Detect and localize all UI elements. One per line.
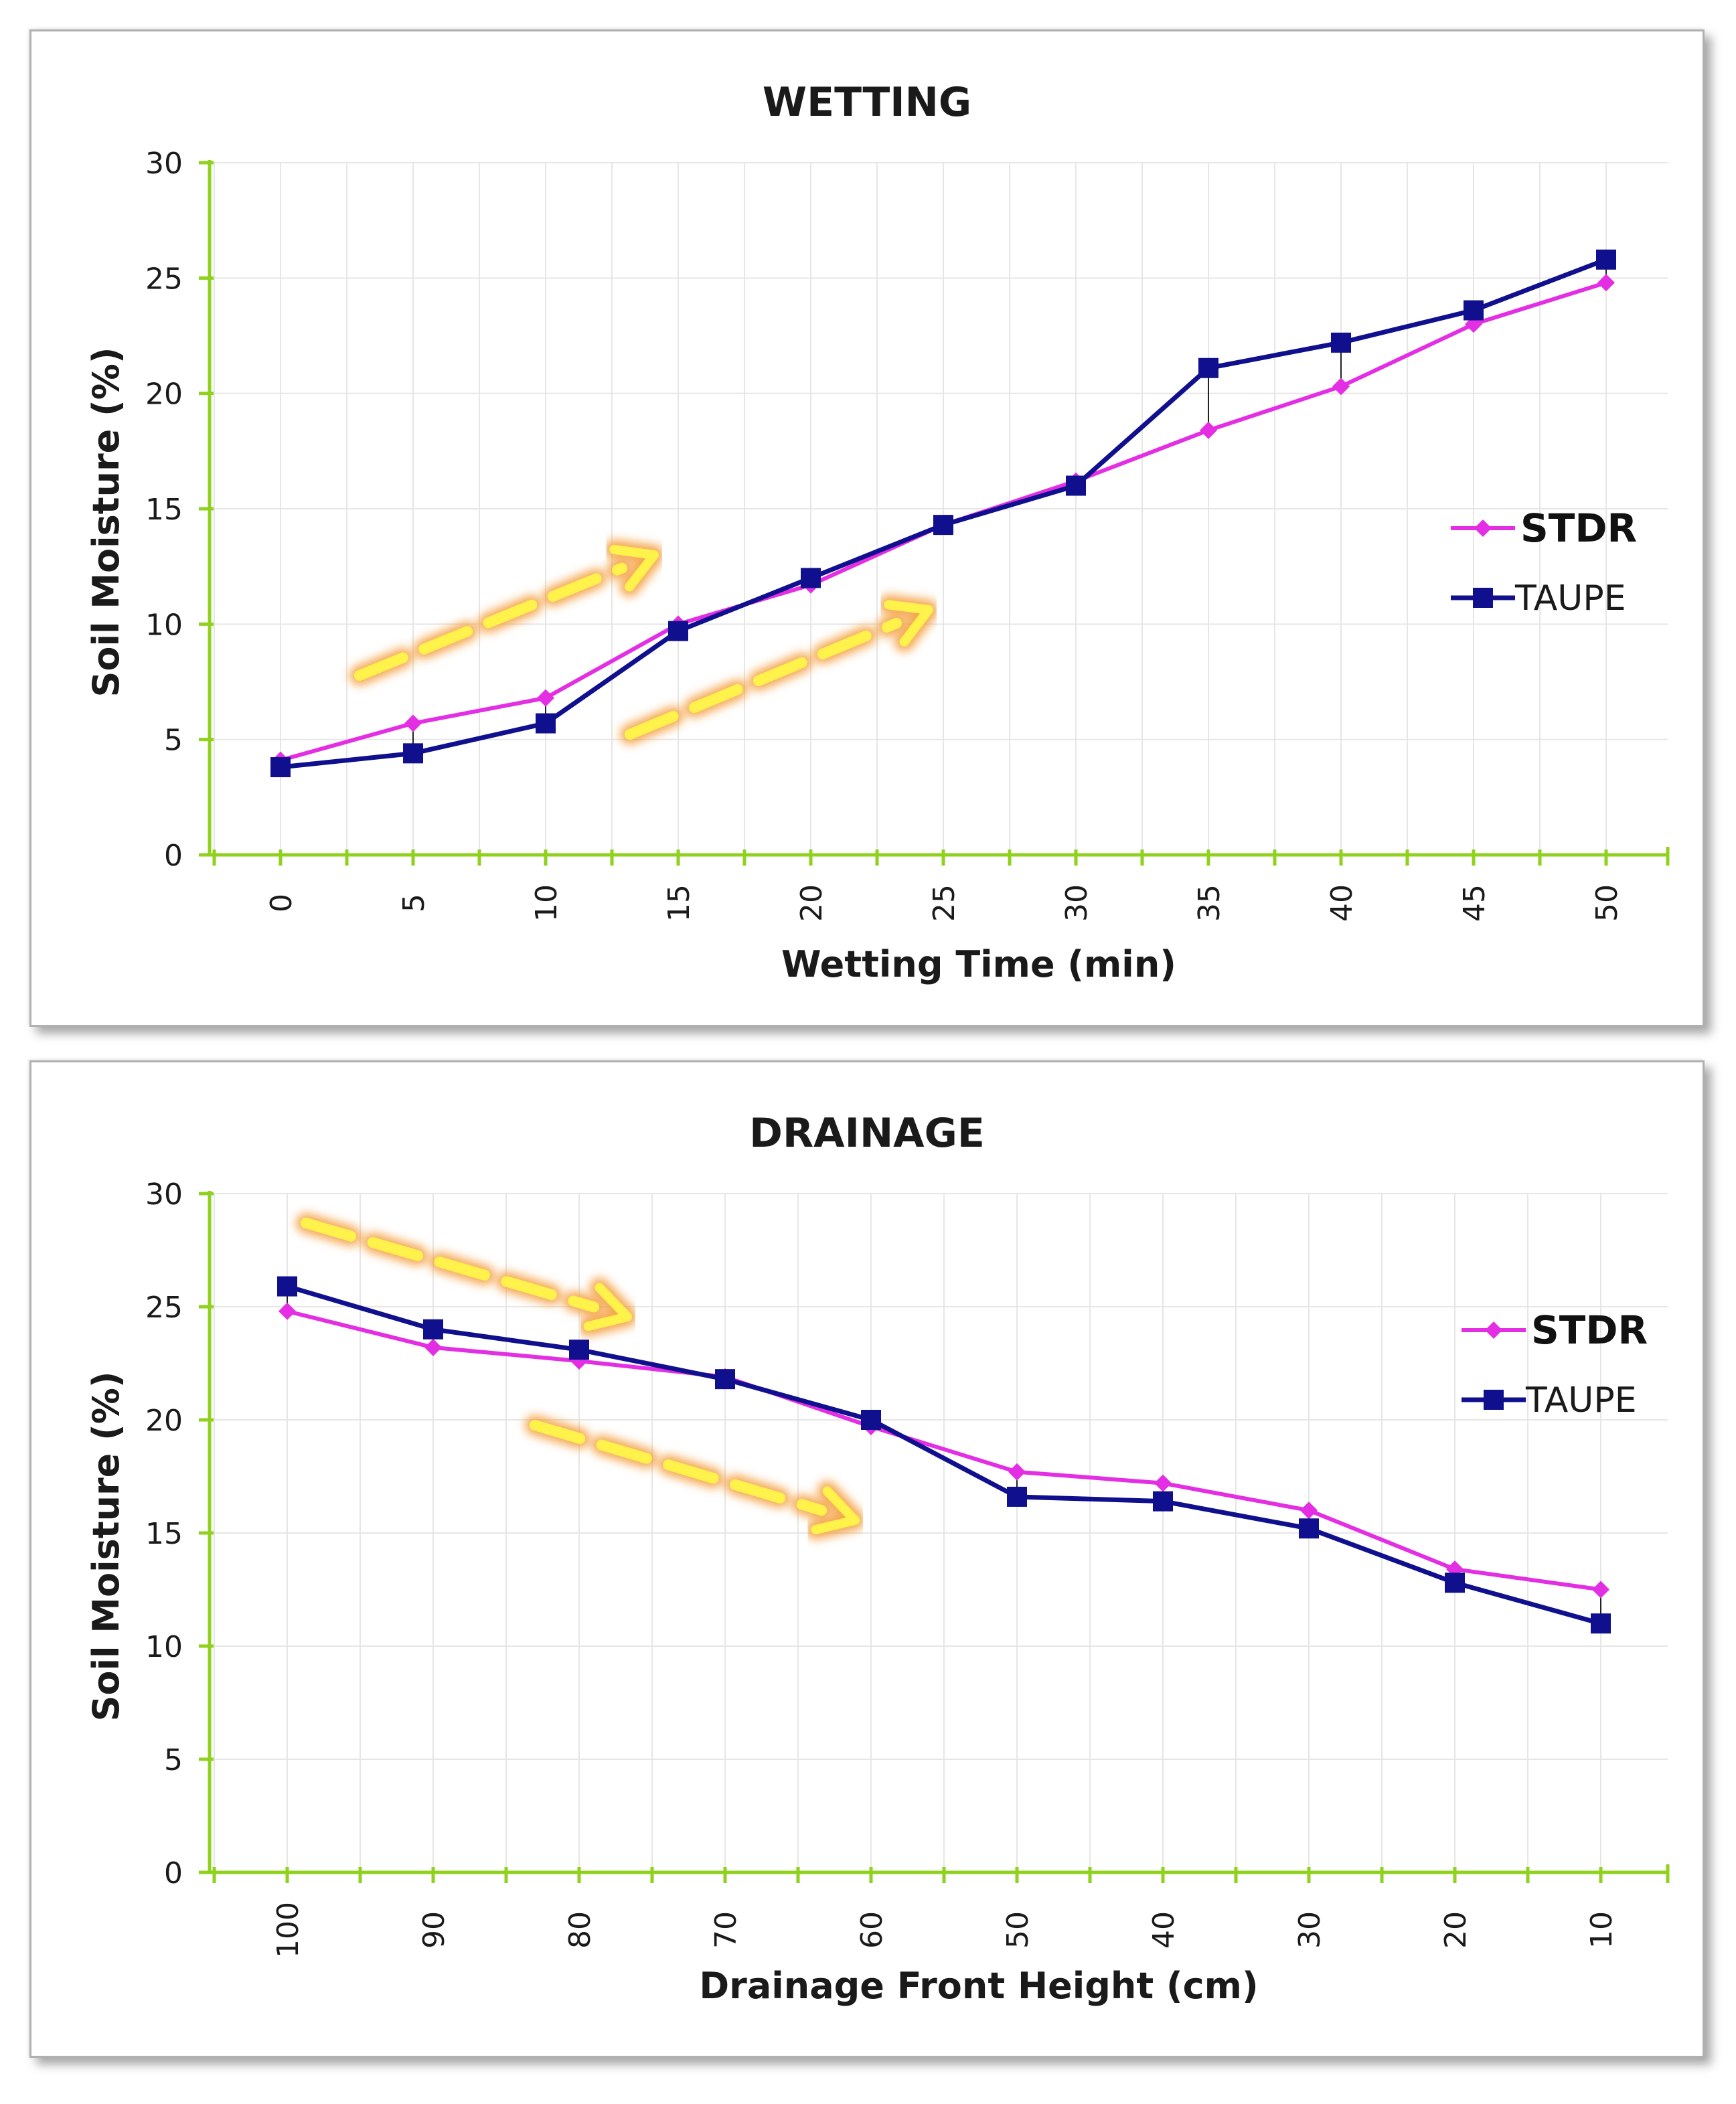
legend: STDR TAUPE [1451,505,1637,619]
x-tick-label: 35 [1192,884,1227,922]
x-tick-label: 10 [1585,1911,1619,1949]
x-tick-label: 30 [1060,884,1094,922]
data-point-taupe [715,1369,735,1390]
y-tick-label: 0 [164,1856,183,1890]
legend-label-taupe: TAUPE [1525,1380,1637,1421]
data-point-taupe [1464,300,1484,321]
grid [210,162,1668,855]
data-point-taupe [1198,357,1218,378]
data-point-taupe [1331,332,1351,353]
legend-marker-taupe [1484,1390,1504,1410]
y-tick-label: 30 [145,147,183,181]
y-tick-label: 25 [145,262,183,296]
grid [210,1193,1668,1872]
data-point-stdr [1332,378,1350,396]
data-point-stdr [1300,1502,1318,1520]
data-point-taupe [1066,475,1086,496]
y-tick-label: 25 [145,1291,183,1325]
x-tick-label: 30 [1293,1911,1327,1949]
wetting-chart-panel: 0 5 10 15 20 25 30 0 5 10 15 20 25 30 35 40 45 50 WETTING W… [29,29,1705,1027]
chart-title: WETTING [763,79,971,126]
series-line-stdr [287,1309,1601,1592]
trend-arrow-icon [525,1415,865,1540]
data-point-stdr [537,689,554,707]
wetting-chart: 0 5 10 15 20 25 30 0 5 10 15 20 25 30 35 40 45 50 WETTING W… [85,79,1670,985]
data-point-taupe [536,713,556,734]
x-axis-label: Drainage Front Height (cm) [699,1965,1258,2007]
y-tick-label: 5 [164,724,183,758]
x-tick-label: 25 [927,884,961,922]
y-tick-label: 20 [145,1404,183,1438]
legend: STDR TAUPE [1462,1307,1648,1421]
data-point-taupe [569,1340,589,1360]
data-point-taupe [403,743,423,764]
x-axis-label: Wetting Time (min) [781,943,1176,985]
series-line-taupe [287,1284,1601,1626]
data-point-stdr [1200,421,1217,439]
data-point-taupe [1445,1572,1465,1593]
x-tick-label: 100 [271,1902,305,1958]
x-tick-label: 20 [795,884,829,922]
legend-marker-stdr [1485,1321,1502,1339]
data-point-taupe [1007,1486,1027,1507]
y-axis-label: Soil Moisture (%) [85,1371,127,1721]
data-point-stdr [1597,274,1615,292]
x-tick-label: 50 [1590,884,1624,922]
data-point-stdr [424,1338,442,1356]
y-tick-label: 15 [145,493,183,527]
data-point-taupe [423,1319,443,1340]
y-tick-label: 0 [164,839,183,873]
data-point-taupe [933,515,953,536]
drainage-chart-panel: 0 5 10 15 20 25 30 100 90 80 70 60 50 40 30 20 10 DRAINAG… [29,1060,1705,2058]
chart-title: DRAINAGE [749,1110,985,1157]
data-point-taupe [801,568,821,588]
legend-label-stdr: STDR [1531,1307,1648,1353]
trend-arrow-icon [296,1213,637,1337]
data-point-taupe [1596,249,1616,270]
y-tick-label: 10 [145,608,183,642]
data-point-taupe [668,621,688,641]
data-point-taupe [861,1410,881,1430]
y-axis-label: Soil Moisture (%) [85,347,127,697]
data-point-taupe [1153,1491,1173,1512]
data-point-taupe [1591,1613,1611,1634]
data-point-stdr [279,1302,296,1320]
y-tick-label: 5 [164,1743,183,1777]
x-tick-label: 80 [563,1911,597,1949]
x-tick-label: 50 [1001,1911,1035,1949]
drainage-chart: 0 5 10 15 20 25 30 100 90 80 70 60 50 40 30 20 10 DRAINAG… [85,1110,1670,2007]
trend-arrow-icon [349,539,664,685]
legend-marker-stdr [1474,519,1492,537]
data-point-stdr [1592,1581,1609,1599]
x-tick-label: 15 [662,884,696,922]
legend-label-taupe: TAUPE [1514,578,1626,619]
x-tick-label: 10 [530,884,564,922]
data-point-stdr [404,714,422,732]
y-tick-label: 30 [145,1178,183,1212]
legend-label-stdr: STDR [1520,505,1637,551]
x-tick-label: 45 [1457,884,1492,922]
x-tick-label: 60 [855,1911,889,1949]
y-tick-label: 10 [145,1630,183,1664]
x-tick-label: 40 [1147,1911,1181,1949]
x-tick-label: 40 [1325,884,1359,922]
data-point-stdr [1154,1474,1172,1492]
y-tick-label: 15 [145,1517,183,1551]
x-tick-label: 70 [709,1911,743,1949]
data-point-stdr [1446,1560,1464,1579]
data-point-taupe [270,757,291,778]
data-point-stdr [1008,1463,1026,1481]
data-point-taupe [277,1276,297,1297]
x-tick-label: 20 [1439,1911,1473,1949]
legend-marker-taupe [1473,588,1493,608]
x-tick-label: 0 [264,894,299,912]
x-tick-label: 90 [417,1911,451,1949]
y-tick-label: 20 [145,378,183,412]
trend-arrow-icon [620,594,939,744]
data-point-taupe [1299,1518,1319,1539]
x-tick-label: 5 [397,894,431,912]
